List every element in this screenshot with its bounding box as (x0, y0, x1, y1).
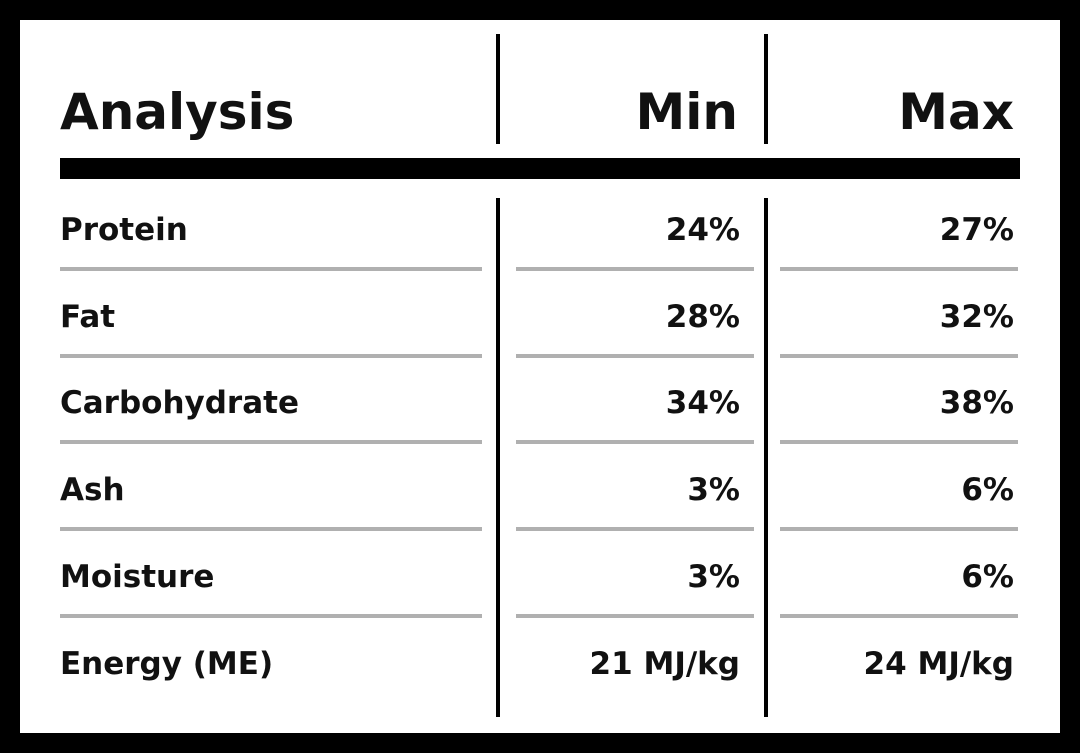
row-rule (516, 614, 754, 618)
row-rule (516, 267, 754, 271)
min-value: 28% (665, 299, 740, 335)
row-rule (60, 614, 482, 618)
nutrient-name: Ash (60, 472, 125, 508)
row-rule (516, 440, 754, 444)
header-divider (764, 34, 768, 144)
nutrient-name: Energy (ME) (60, 646, 274, 682)
nutrient-name: Carbohydrate (60, 385, 299, 421)
table-row: Ash 3% 6% (20, 463, 1060, 549)
max-value: 27% (939, 212, 1014, 248)
max-value: 6% (961, 472, 1014, 508)
row-rule (780, 354, 1018, 358)
row-rule (60, 527, 482, 531)
min-value: 21 MJ/kg (589, 646, 740, 682)
min-value: 3% (687, 559, 740, 595)
row-rule (780, 440, 1018, 444)
table-row: Energy (ME) 21 MJ/kg 24 MJ/kg (20, 637, 1060, 723)
table-row: Fat 28% 32% (20, 290, 1060, 376)
header-max: Max (898, 83, 1014, 141)
column-divider (496, 198, 500, 717)
nutrient-name: Fat (60, 299, 116, 335)
min-value: 34% (665, 385, 740, 421)
row-rule (60, 267, 482, 271)
row-rule (516, 354, 754, 358)
row-rule (516, 527, 754, 531)
table-row: Moisture 3% 6% (20, 550, 1060, 636)
nutrient-name: Moisture (60, 559, 215, 595)
row-rule (780, 267, 1018, 271)
row-rule (60, 354, 482, 358)
header-rule (60, 158, 1020, 179)
nutrient-name: Protein (60, 212, 188, 248)
min-value: 24% (665, 212, 740, 248)
max-value: 24 MJ/kg (863, 646, 1014, 682)
row-rule (780, 527, 1018, 531)
header-analysis: Analysis (60, 83, 295, 141)
table-row: Protein 24% 27% (20, 203, 1060, 289)
min-value: 3% (687, 472, 740, 508)
max-value: 32% (939, 299, 1014, 335)
row-rule (60, 440, 482, 444)
header-divider (496, 34, 500, 144)
header-min: Min (635, 83, 739, 141)
row-rule (780, 614, 1018, 618)
column-divider (764, 198, 768, 717)
table-row: Carbohydrate 34% 38% (20, 376, 1060, 462)
max-value: 6% (961, 559, 1014, 595)
analysis-table: Analysis Min Max Protein 24% 27% Fat 28%… (20, 20, 1060, 733)
max-value: 38% (939, 385, 1014, 421)
